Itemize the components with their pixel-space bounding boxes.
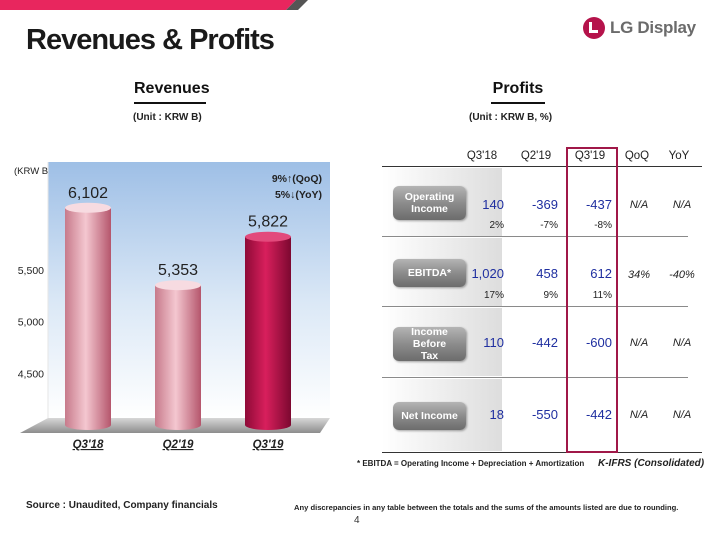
col-header-q319: Q3'19	[574, 150, 606, 162]
qoq-ebitda: 34%	[627, 269, 651, 281]
value-ebitda-q318: 1,020	[471, 266, 504, 281]
accounting-standard-label: K-IFRS (Consolidated)	[598, 458, 705, 469]
table-header-divider	[382, 166, 702, 167]
row-label-operating-income: Operating Income	[393, 186, 466, 220]
col-header-q219: Q2'19	[520, 150, 552, 162]
revenue-bar	[245, 236, 291, 425]
revenue-bar	[155, 285, 201, 425]
q319-highlight-box	[566, 147, 618, 453]
revenue-bar-cap	[65, 202, 111, 213]
profits-title-underline	[491, 102, 545, 104]
yoy-ebitda: -40%	[669, 269, 695, 281]
revenue-bar-cap	[245, 231, 291, 242]
qoq-ibt: N/A	[629, 337, 649, 349]
y-tick-label: 5,000	[18, 317, 44, 329]
margin-op-q319: -8%	[594, 220, 612, 231]
revenues-unit: (Unit : KRW B)	[133, 112, 202, 123]
ebitda-footnote: * EBITDA = Operating Income + Depreciati…	[357, 459, 585, 468]
revenue-bar-base	[155, 420, 201, 430]
row-label-net-income: Net Income	[393, 402, 466, 430]
revenue-bar-chart: (KRW B) 4,500 5,000 5,500 6,102 Q3'18 5,353 Q…	[14, 162, 330, 451]
margin-op-q318: 2%	[489, 220, 504, 231]
revenue-value-label: 6,102	[68, 185, 108, 202]
value-op-q319: -437	[585, 197, 612, 212]
revenue-bar	[65, 207, 111, 425]
revenues-title: Revenues	[134, 80, 210, 104]
revenues-title-text: Revenues	[134, 80, 210, 97]
rounding-disclaimer: Any discrepancies in any table between t…	[294, 503, 679, 512]
revenue-change-note: 9%↑(QoQ) 5%↓(YoY)	[236, 171, 322, 203]
qoq-ni: N/A	[629, 409, 649, 421]
margin-ebitda-q219: 9%	[543, 290, 558, 301]
revenue-change-yoy: 5%↓(YoY)	[274, 189, 322, 201]
row-divider	[382, 377, 688, 378]
profits-title: Profits	[491, 80, 545, 104]
top-accent-stripe	[0, 0, 716, 10]
profits-title-text: Profits	[492, 80, 544, 97]
value-ni-q319: -442	[585, 407, 612, 422]
margin-ebitda-q319: 11%	[592, 290, 612, 301]
company-logo: LG Display	[583, 14, 696, 42]
revenue-change-qoq: 9%↑(QoQ)	[271, 173, 322, 185]
revenue-bar-base	[65, 420, 111, 430]
x-category-label: Q3'18	[73, 439, 104, 451]
logo-text: LG Display	[610, 18, 696, 37]
y-tick-label: 4,500	[18, 368, 44, 380]
revenue-bar-base	[245, 420, 291, 430]
y-axis-unit-label: (KRW B)	[14, 166, 51, 177]
col-header-qoq: QoQ	[624, 150, 650, 162]
revenue-bar-cap	[155, 280, 201, 291]
value-op-q318: 140	[482, 197, 504, 212]
value-ebitda-q319: 612	[590, 266, 612, 281]
row-label-ebitda: EBITDA*	[393, 259, 466, 287]
yoy-op: N/A	[672, 199, 692, 211]
value-ni-q219: -550	[531, 407, 558, 422]
row-label-income-before-tax: Income Before Tax	[393, 326, 466, 362]
value-ni-q318: 18	[489, 407, 504, 422]
y-tick-label: 5,500	[18, 265, 44, 277]
value-ibt-q319: -600	[585, 335, 612, 350]
value-ibt-q219: -442	[531, 335, 558, 350]
value-op-q219: -369	[531, 197, 558, 212]
revenue-value-label: 5,353	[158, 262, 198, 279]
value-ibt-q318: 110	[483, 335, 504, 350]
x-category-label: Q3'19	[253, 439, 284, 451]
page-title: Revenues & Profits	[26, 24, 275, 56]
yoy-ibt: N/A	[672, 337, 692, 349]
col-header-yoy: YoY	[668, 150, 690, 162]
profits-unit: (Unit : KRW B, %)	[469, 112, 553, 123]
revenue-value-label: 5,822	[248, 214, 288, 231]
source-note: Source : Unaudited, Company financials	[26, 500, 218, 511]
row-divider	[382, 306, 688, 307]
value-ebitda-q219: 458	[536, 266, 558, 281]
qoq-op: N/A	[629, 199, 649, 211]
table-bottom-border	[382, 452, 702, 453]
yoy-ni: N/A	[672, 409, 692, 421]
lg-logo-icon	[583, 17, 605, 39]
row-divider	[382, 236, 688, 237]
col-header-q318: Q3'18	[466, 150, 498, 162]
x-category-label: Q2'19	[163, 439, 194, 451]
profits-table: Q3'18 Q2'19 Q3'19 QoQ YoY Operating Inco…	[382, 145, 702, 457]
revenues-title-underline	[134, 102, 206, 104]
page-number: 4	[354, 515, 360, 526]
margin-ebitda-q318: 17%	[483, 290, 504, 301]
margin-op-q219: -7%	[540, 220, 558, 231]
